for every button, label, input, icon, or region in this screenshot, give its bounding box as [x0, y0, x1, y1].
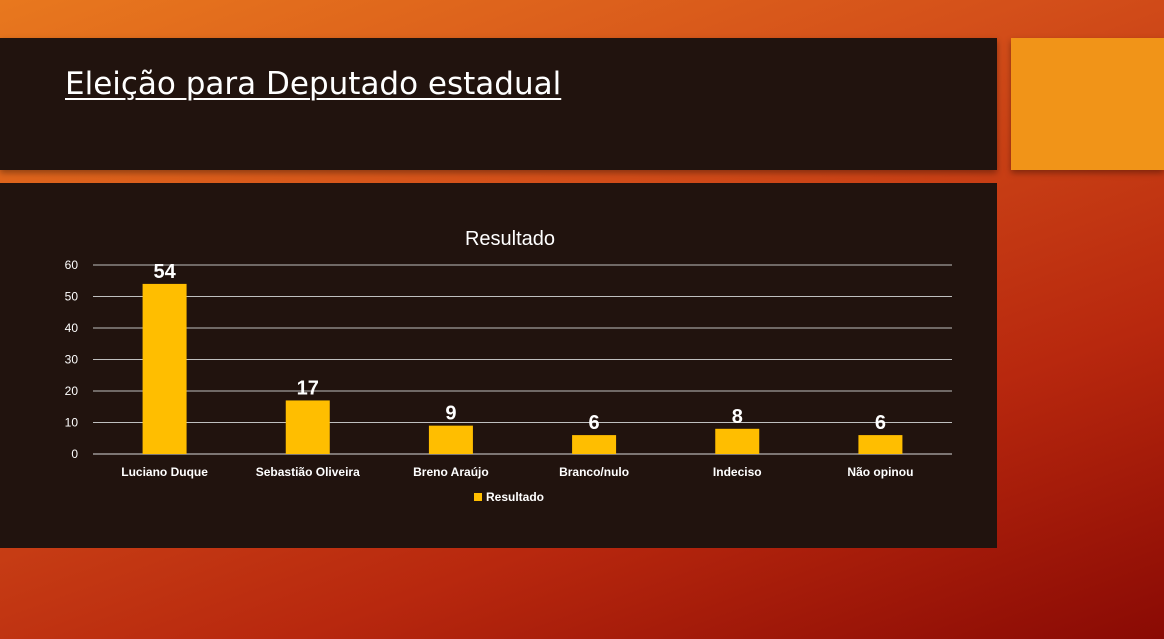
x-category-label: Luciano Duque [121, 465, 208, 479]
legend-swatch [474, 493, 482, 501]
x-category-label: Branco/nulo [559, 465, 629, 479]
chart-title: Resultado [465, 228, 555, 250]
bar [142, 283, 187, 454]
y-tick-label: 10 [65, 416, 79, 430]
data-label: 54 [153, 261, 176, 283]
y-tick-label: 0 [71, 447, 78, 461]
bar [428, 425, 473, 454]
bar [285, 400, 330, 454]
legend-label: Resultado [486, 490, 544, 504]
data-label: 17 [297, 377, 319, 399]
y-tick-label: 60 [65, 258, 79, 272]
chart-panel: Resultado 0 10 20 30 40 50 60 54 17 9 6 8 6 Luciano… [0, 183, 997, 548]
bar [572, 435, 617, 454]
data-label: 8 [732, 406, 743, 428]
data-label: 6 [875, 412, 886, 434]
x-category-label: Sebastião Oliveira [256, 465, 360, 479]
title-panel: Eleição para Deputado estadual [0, 38, 997, 170]
data-label: 9 [445, 403, 456, 425]
bar-chart: Resultado 0 10 20 30 40 50 60 54 17 9 6 8 6 Luciano… [65, 228, 952, 504]
bar [715, 428, 760, 454]
y-tick-label: 40 [65, 321, 79, 335]
x-category-label: Não opinou [847, 465, 913, 479]
bar [858, 435, 903, 454]
y-tick-label: 50 [65, 290, 79, 304]
data-label: 6 [589, 412, 600, 434]
x-category-label: Breno Araújo [413, 465, 489, 479]
slide-title: Eleição para Deputado estadual [65, 66, 562, 102]
x-category-label: Indeciso [713, 465, 762, 479]
y-tick-label: 30 [65, 353, 79, 367]
y-tick-label: 20 [65, 384, 79, 398]
accent-block [1011, 38, 1164, 170]
